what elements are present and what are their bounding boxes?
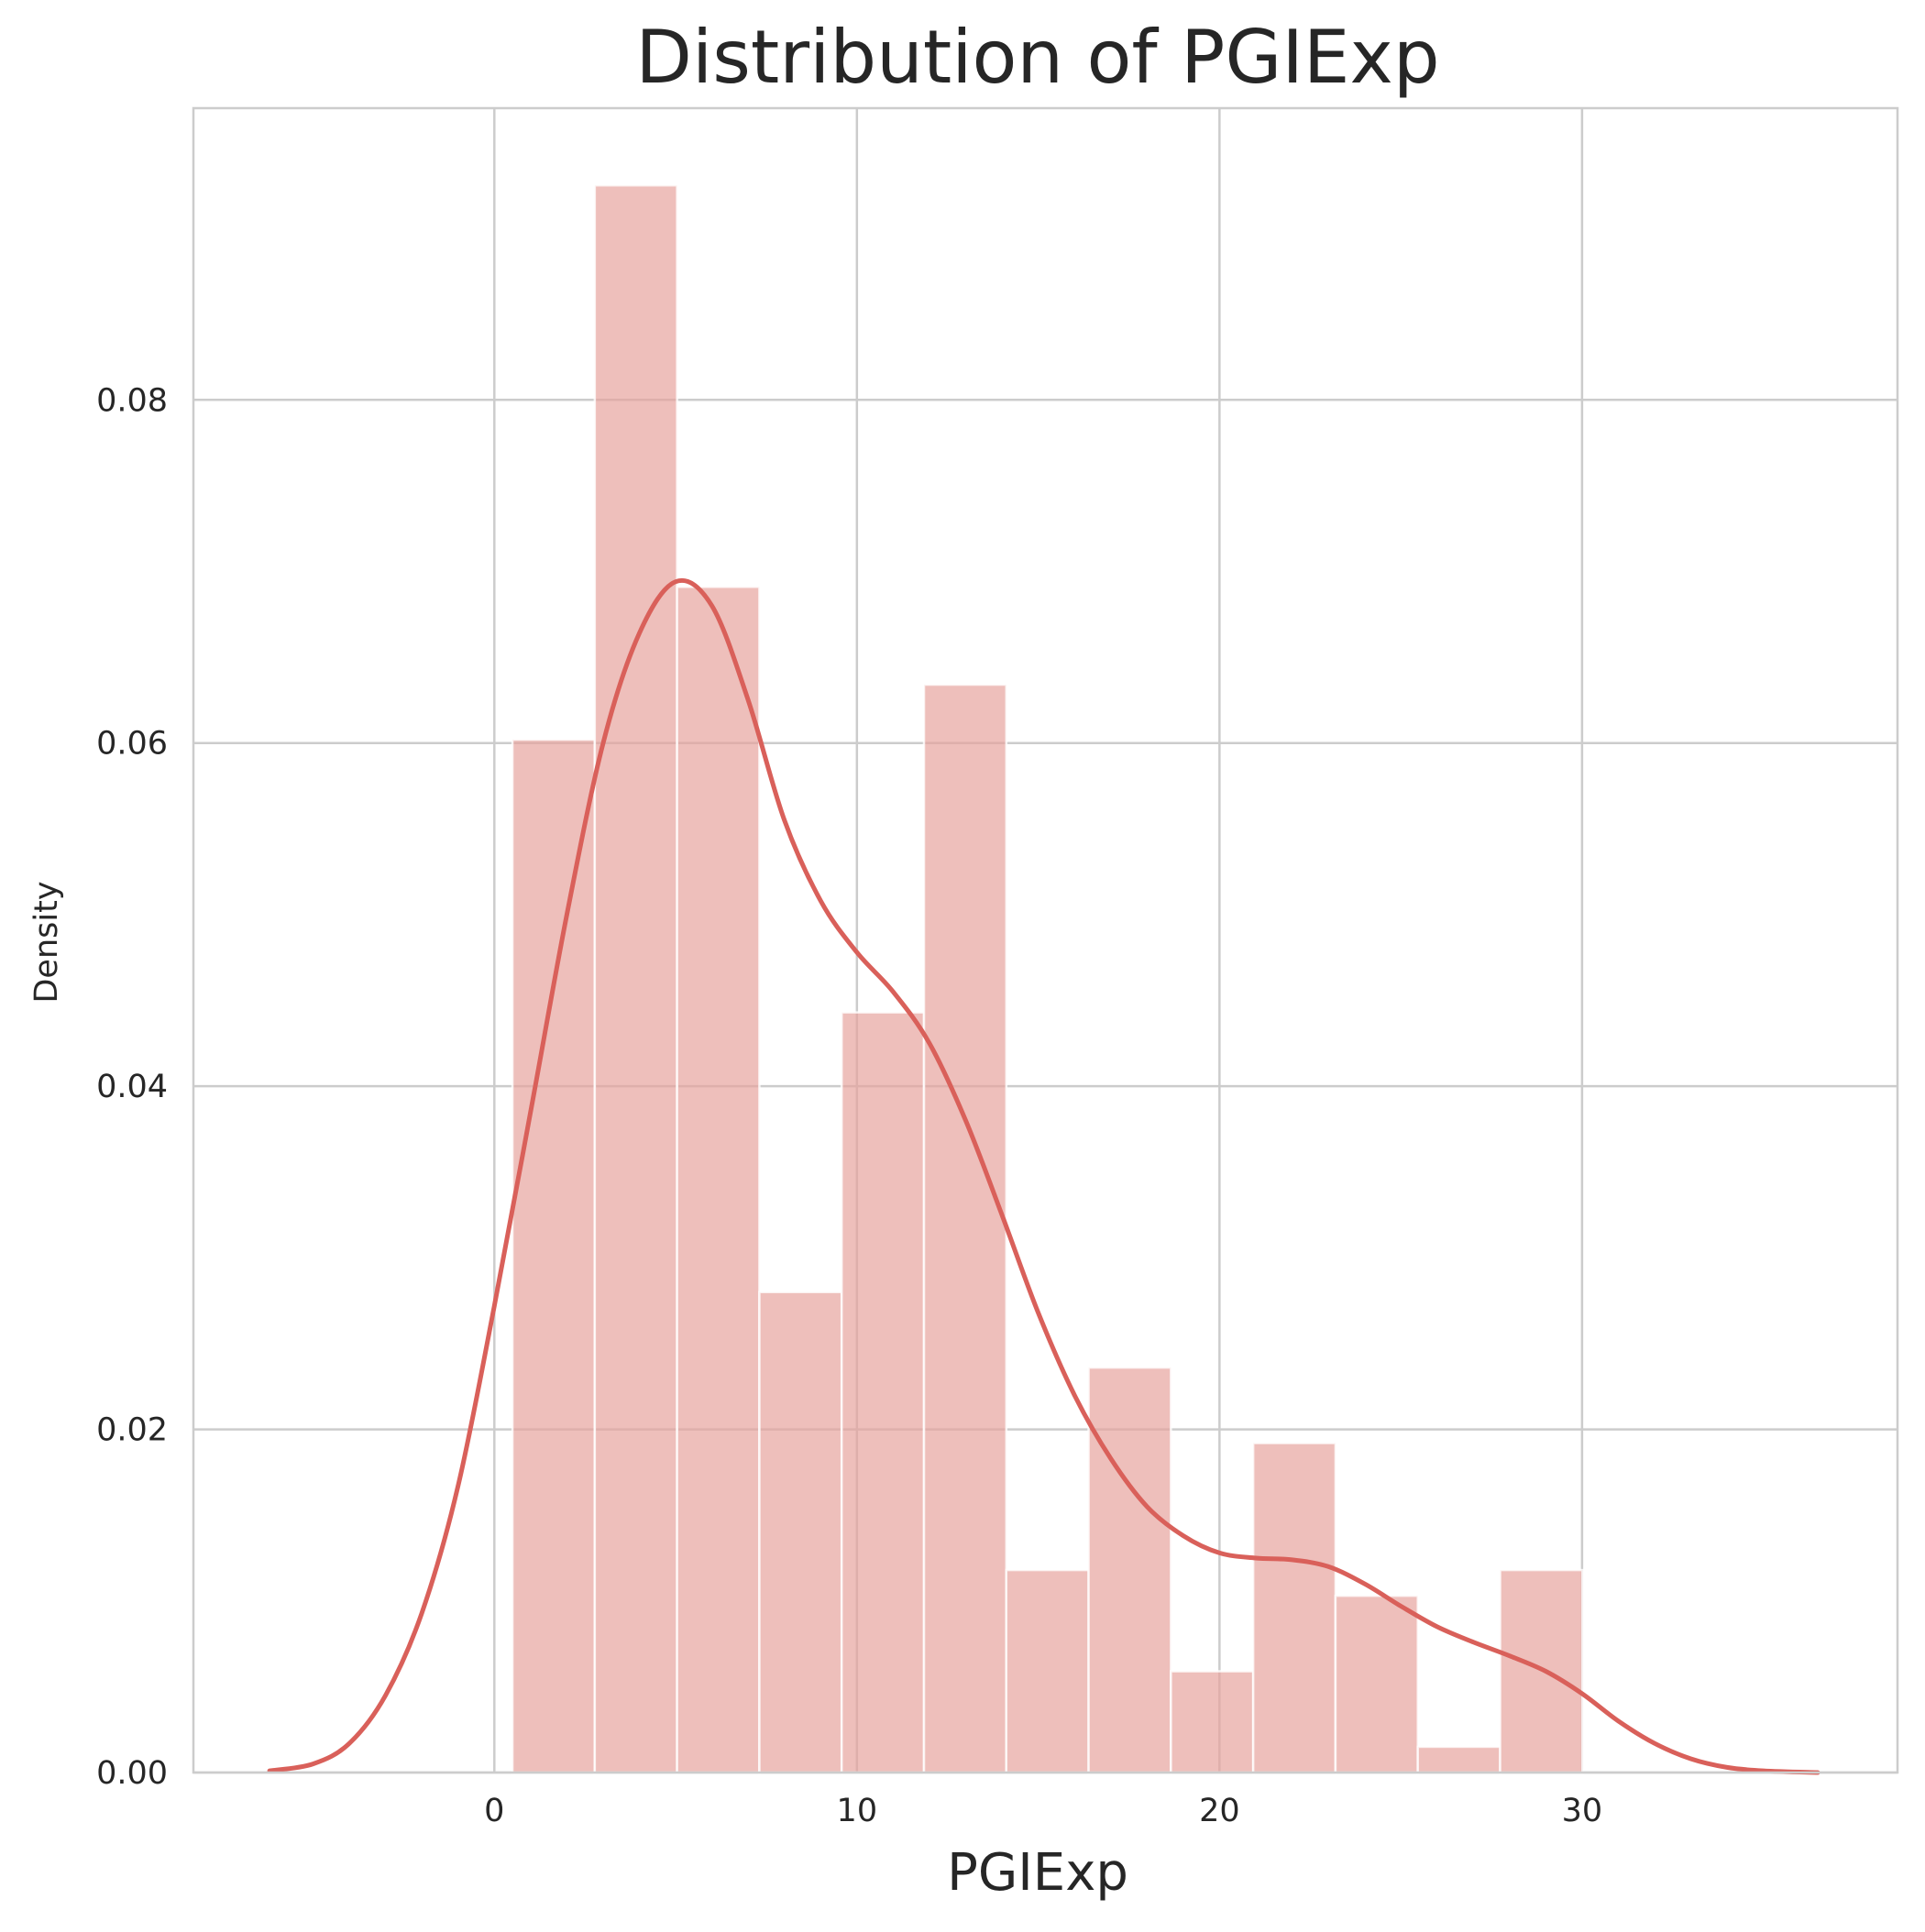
histogram-bar (1005, 1568, 1090, 1774)
histogram-bars (511, 183, 1584, 1774)
y-tick-label: 0.00 (96, 1755, 168, 1792)
kde-line (267, 578, 1820, 1775)
x-axis-label: PGIExp (947, 1843, 1128, 1903)
y-tick-label: 0.06 (96, 726, 168, 763)
histogram-bar (1251, 1442, 1337, 1774)
histogram-bar (1087, 1366, 1172, 1774)
y-axis-label: Density (28, 881, 65, 1003)
y-tick-label: 0.08 (96, 382, 168, 419)
y-tick-label: 0.04 (96, 1069, 168, 1105)
histogram-bar (1416, 1745, 1502, 1774)
x-tick-label: 20 (1199, 1793, 1240, 1829)
histogram-bar (840, 1011, 926, 1774)
kde-curve (267, 578, 1820, 1775)
axes-frame (192, 106, 1899, 1774)
histogram-bar (1334, 1594, 1419, 1774)
histogram-bar (1170, 1670, 1255, 1774)
tick-labels: 0 10 20 30 0.00 0.02 0.04 0.06 0.08 (96, 382, 1602, 1829)
grid (193, 108, 1898, 1774)
x-tick-label: 10 (837, 1793, 878, 1829)
y-tick-label: 0.02 (96, 1412, 168, 1449)
histogram-bar (676, 586, 761, 1774)
chart-title: Distribution of PGIExp (635, 15, 1439, 100)
histogram-bar (758, 1290, 843, 1774)
histogram-bar (593, 183, 678, 1774)
histogram-bar (511, 738, 597, 1774)
histogram-bar (922, 683, 1008, 1774)
x-tick-label: 0 (484, 1793, 504, 1829)
x-tick-label: 30 (1562, 1793, 1603, 1829)
